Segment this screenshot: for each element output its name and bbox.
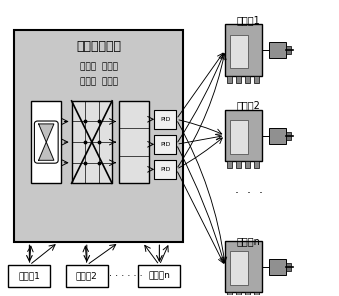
Bar <box>254 292 259 296</box>
Polygon shape <box>39 142 54 160</box>
Text: 迹计算  动计算: 迹计算 动计算 <box>80 77 118 86</box>
Bar <box>236 161 241 168</box>
Text: 中央控制单元: 中央控制单元 <box>76 40 121 53</box>
Bar <box>72 101 112 183</box>
Bar <box>119 101 149 183</box>
FancyBboxPatch shape <box>34 121 58 163</box>
Bar <box>31 101 61 183</box>
Text: PID: PID <box>160 167 171 172</box>
Bar <box>286 263 291 271</box>
Bar <box>154 110 176 129</box>
Bar <box>227 76 232 83</box>
Bar <box>269 42 286 58</box>
Bar <box>245 161 250 168</box>
Text: PID: PID <box>160 117 171 122</box>
Text: 传感器n: 传感器n <box>148 272 170 281</box>
Bar <box>230 120 248 154</box>
Bar <box>154 160 176 179</box>
Text: 伺服轴2: 伺服轴2 <box>237 100 261 110</box>
Bar <box>138 265 180 287</box>
Text: 伺服轴n: 伺服轴n <box>237 236 261 246</box>
Text: 传感器2: 传感器2 <box>76 272 98 281</box>
Polygon shape <box>39 124 54 142</box>
Bar <box>269 259 286 275</box>
Bar <box>230 35 248 68</box>
Bar <box>236 292 241 296</box>
Text: 传感器1: 传感器1 <box>18 272 40 281</box>
Bar <box>225 110 262 161</box>
Bar <box>154 135 176 154</box>
Text: 伺服轴1: 伺服轴1 <box>237 15 261 25</box>
Bar <box>225 24 262 76</box>
Bar <box>66 265 108 287</box>
Bar <box>227 292 232 296</box>
Bar <box>225 241 262 292</box>
Bar <box>245 292 250 296</box>
Bar <box>254 161 259 168</box>
Text: 运动轨  多轴联: 运动轨 多轴联 <box>80 62 118 71</box>
Bar <box>286 132 291 140</box>
Bar <box>236 76 241 83</box>
Bar <box>286 46 291 54</box>
Bar <box>14 30 183 242</box>
Bar <box>230 251 248 285</box>
Bar <box>227 161 232 168</box>
Bar <box>269 128 286 144</box>
Bar <box>8 265 51 287</box>
Text: ·  ·  ·: · · · <box>235 187 263 200</box>
Text: · · · · · ·: · · · · · · <box>109 271 142 281</box>
Bar <box>254 76 259 83</box>
Text: PID: PID <box>160 142 171 147</box>
Bar <box>245 76 250 83</box>
